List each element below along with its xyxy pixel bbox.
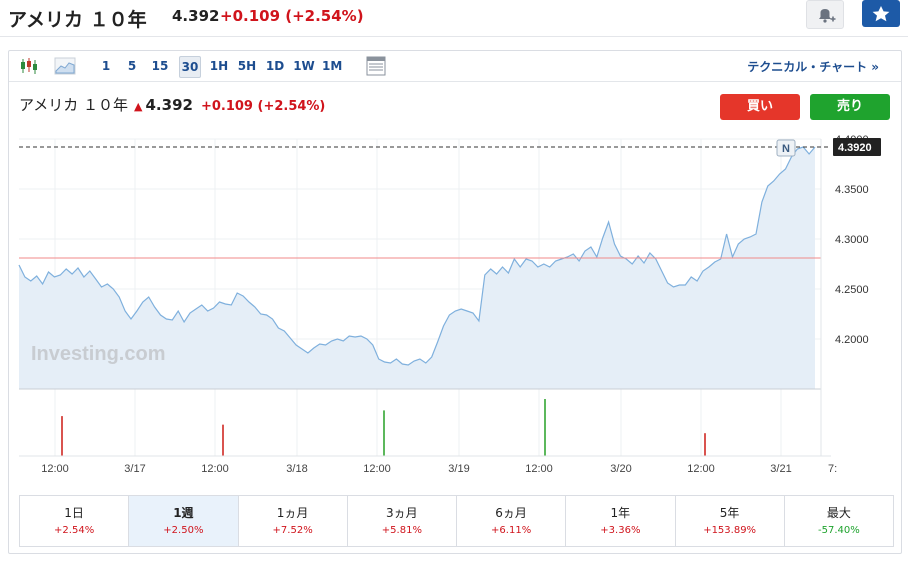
period-tab[interactable]: 3ヵ月 +5.81% xyxy=(348,496,457,546)
y-tick-label: 4.3000 xyxy=(835,234,869,246)
x-tick-label: 3/18 xyxy=(286,463,307,475)
period-tab[interactable]: 6ヵ月 +6.11% xyxy=(457,496,567,546)
period-label: 6ヵ月 xyxy=(495,506,527,520)
interval-1m[interactable]: 1M xyxy=(322,59,343,73)
price-line xyxy=(18,146,816,366)
news-marker-label: N xyxy=(782,143,790,155)
x-tick-label: 3/20 xyxy=(610,463,631,475)
x-tick-label: 12:00 xyxy=(41,463,69,475)
x-tick-label: 7: xyxy=(828,463,837,475)
candlestick-icon[interactable] xyxy=(18,55,40,77)
period-tab[interactable]: 1日 +2.54% xyxy=(20,496,130,546)
period-tab[interactable]: 1年 +3.36% xyxy=(566,496,676,546)
interval-15[interactable]: 15 xyxy=(151,59,169,73)
period-change: +7.52% xyxy=(272,525,313,536)
current-price-label: 4.3920 xyxy=(838,142,872,154)
area-chart-icon[interactable] xyxy=(54,55,76,77)
sub-change-value: +0.109 xyxy=(200,99,253,114)
period-change: +6.11% xyxy=(491,525,532,536)
x-tick-label: 12:00 xyxy=(201,463,229,475)
change-percent: (+2.54%) xyxy=(285,7,364,25)
price-chart[interactable]: 4.40004.35004.30004.25004.20004.3920NInv… xyxy=(9,131,901,481)
period-label: 1ヵ月 xyxy=(276,506,309,520)
star-icon xyxy=(872,6,890,22)
news-marker xyxy=(776,139,796,157)
sub-change: +0.109 (+2.54%) xyxy=(201,99,325,114)
period-change: +153.89% xyxy=(703,525,757,536)
period-tab[interactable]: 最大 -57.40% xyxy=(785,496,893,546)
chart-panel: 1 5 15 30 1H 5H 1D 1W 1M テクニカル・チャート » アメリカ １０年 ▲ 4… xyxy=(8,50,902,554)
period-tab[interactable]: 5年 +153.89% xyxy=(676,496,785,546)
interval-30[interactable]: 30 xyxy=(179,56,201,78)
interval-1h[interactable]: 1H xyxy=(209,59,229,73)
y-tick-label: 4.2000 xyxy=(835,334,869,346)
volume-bar xyxy=(383,410,385,456)
technical-chart-link[interactable]: テクニカル・チャート » xyxy=(747,60,879,74)
period-change: +5.81% xyxy=(381,525,422,536)
y-tick-label: 4.2500 xyxy=(835,284,869,296)
instrument-price: 4.392 xyxy=(172,7,220,25)
period-change: +2.50% xyxy=(163,525,204,536)
sub-change-percent: (+2.54%) xyxy=(257,99,326,114)
x-tick-label: 3/21 xyxy=(770,463,791,475)
x-tick-label: 3/19 xyxy=(448,463,469,475)
interval-1d[interactable]: 1D xyxy=(265,59,285,73)
x-tick-label: 3/17 xyxy=(124,463,145,475)
period-label: 1年 xyxy=(610,506,631,520)
interval-5h[interactable]: 5H xyxy=(237,59,257,73)
sell-button[interactable]: 売り xyxy=(810,94,890,120)
period-change: +2.54% xyxy=(54,525,95,536)
chart-toolbar: 1 5 15 30 1H 5H 1D 1W 1M テクニカル・チャート » xyxy=(9,51,901,82)
interval-1[interactable]: 1 xyxy=(101,59,111,73)
period-label: 1日 xyxy=(64,506,84,520)
sub-instrument-name: アメリカ １０年 xyxy=(19,96,129,114)
investing-watermark: Investing.com xyxy=(31,343,165,365)
period-tab[interactable]: 1ヵ月 +7.52% xyxy=(239,496,348,546)
watchlist-button[interactable] xyxy=(862,0,900,27)
period-selector: 1日 +2.54% 1週 +2.50% 1ヵ月 +7.52% 3ヵ月 +5.81% 6ヵ月 +6.… xyxy=(19,495,894,547)
price-area xyxy=(19,147,815,389)
chart-sub-header: アメリカ １０年 ▲ 4.392 +0.109 (+2.54%) xyxy=(19,94,325,115)
current-price-badge xyxy=(833,138,881,156)
x-tick-label: 12:00 xyxy=(687,463,715,475)
interval-5[interactable]: 5 xyxy=(127,59,137,73)
period-change: -57.40% xyxy=(818,525,860,536)
table-icon[interactable] xyxy=(365,55,387,77)
volume-bar xyxy=(704,433,706,456)
x-tick-label: 12:00 xyxy=(525,463,553,475)
period-label: 1週 xyxy=(173,506,194,520)
header-divider xyxy=(0,36,908,37)
add-alert-button[interactable] xyxy=(806,0,844,29)
bell-plus-icon xyxy=(819,9,836,23)
period-label: 5年 xyxy=(719,506,740,520)
period-label: 3ヵ月 xyxy=(386,506,418,520)
period-label: 最大 xyxy=(826,506,851,520)
change-value: +0.109 xyxy=(220,7,281,25)
period-tab[interactable]: 1週 +2.50% xyxy=(129,496,239,546)
up-arrow-icon: ▲ xyxy=(134,100,143,113)
page-header: アメリカ １０年 4.392 +0.109 (+2.54%) xyxy=(0,0,908,36)
buy-button[interactable]: 買い xyxy=(720,94,800,120)
instrument-change: +0.109 (+2.54%) xyxy=(220,7,364,25)
volume-bar xyxy=(544,399,546,456)
sub-price: 4.392 xyxy=(145,96,193,114)
volume-bar xyxy=(61,416,63,456)
interval-1w[interactable]: 1W xyxy=(293,59,315,73)
instrument-title: アメリカ １０年 xyxy=(8,9,147,31)
y-tick-label: 4.3500 xyxy=(835,184,869,196)
volume-bar xyxy=(222,424,224,456)
period-change: +3.36% xyxy=(600,525,641,536)
x-tick-label: 12:00 xyxy=(363,463,391,475)
